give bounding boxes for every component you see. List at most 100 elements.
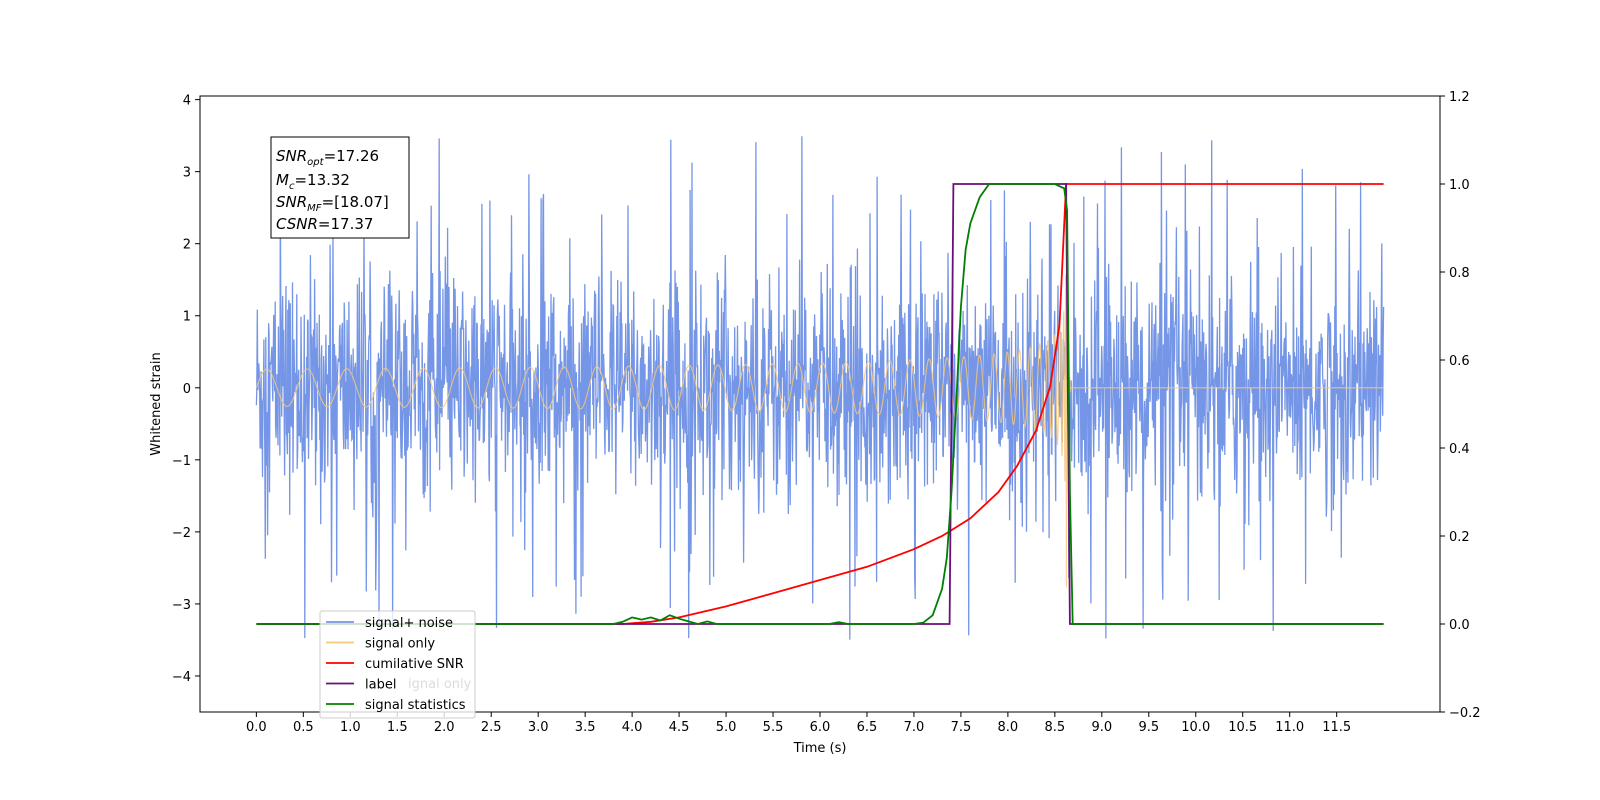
y-right-tick-label: 1.0 (1449, 178, 1470, 193)
legend-label: signal+ noise (365, 616, 453, 631)
x-tick: 8.5 (1045, 712, 1066, 735)
x-tick: 6.0 (810, 712, 831, 735)
x-tick-label: 6.5 (857, 720, 878, 735)
x-tick-label: 1.5 (387, 720, 408, 735)
x-tick: 9.5 (1138, 712, 1159, 735)
y-axis-right: −0.2 0.0 0.2 0.4 0.6 0.8 1.0 1.2 (1440, 90, 1481, 721)
y-axis-label: Whitened strain (149, 352, 164, 455)
legend-ghost-text: ignal only (408, 677, 472, 692)
legend-label: cumilative SNR (365, 657, 464, 672)
y-left-tick: 0 (183, 382, 200, 397)
y-right-tick: −0.2 (1440, 706, 1481, 721)
y-left-tick: 3 (183, 166, 200, 181)
y-left-tick-label: 0 (183, 382, 191, 397)
x-tick: 10.0 (1181, 712, 1210, 735)
y-left-tick-label: −3 (172, 598, 191, 613)
y-left-tick-label: −2 (172, 526, 191, 541)
y-right-tick: 0.2 (1440, 530, 1470, 545)
x-tick-label: 7.5 (951, 720, 972, 735)
x-tick: 3.5 (575, 712, 596, 735)
x-axis-label: Time (s) (793, 741, 847, 756)
x-tick: 0.5 (293, 712, 314, 735)
x-tick: 10.5 (1228, 712, 1257, 735)
annotation-box: SNRopt=17.26 Mc=13.32 SNRMF=[18.07] CSNR… (270, 136, 410, 239)
legend-item: cumilative SNR (326, 657, 464, 672)
series-signal-statistics (256, 183, 1384, 625)
y-right-tick-label: 0.4 (1449, 442, 1470, 457)
x-tick-label: 7.0 (904, 720, 925, 735)
x-tick-label: 11.0 (1275, 720, 1304, 735)
x-tick-label: 10.5 (1228, 720, 1257, 735)
y-right-tick: 0.6 (1440, 354, 1470, 369)
x-tick: 7.0 (904, 712, 925, 735)
y-right-tick-label: −0.2 (1449, 706, 1481, 721)
y-left-tick: −1 (172, 454, 200, 469)
y-right-tick: 0.8 (1440, 266, 1470, 281)
x-tick: 4.5 (669, 712, 690, 735)
x-tick-label: 11.5 (1322, 720, 1351, 735)
y-left-tick: 4 (183, 94, 200, 109)
x-tick-label: 5.0 (716, 720, 737, 735)
x-tick: 4.0 (622, 712, 643, 735)
y-left-tick-label: 1 (183, 310, 191, 325)
y-right-tick-label: 1.2 (1449, 90, 1470, 105)
y-right-tick: 1.0 (1440, 178, 1470, 193)
y-left-tick: −2 (172, 526, 200, 541)
x-tick: 2.5 (481, 712, 502, 735)
y-right-tick-label: 0.6 (1449, 354, 1470, 369)
legend-label: label (365, 678, 396, 693)
y-left-tick: −3 (172, 598, 200, 613)
x-tick: 11.0 (1275, 712, 1304, 735)
x-tick: 3.0 (528, 712, 549, 735)
x-tick: 7.5 (951, 712, 972, 735)
annotation-mc: Mc=13.32 (276, 171, 350, 192)
x-axis: 0.0 0.5 1.0 1.5 2.0 2.5 3.0 3.5 4.0 4.5 5.0 5.5 6.0 6… (246, 712, 1351, 735)
legend-item: label (326, 678, 396, 693)
x-tick-label: 3.5 (575, 720, 596, 735)
x-tick-label: 8.0 (998, 720, 1019, 735)
y-left-tick: −4 (172, 670, 200, 685)
x-tick-label: 9.5 (1138, 720, 1159, 735)
x-tick-label: 6.0 (810, 720, 831, 735)
x-tick-label: 8.5 (1045, 720, 1066, 735)
x-tick-label: 0.0 (246, 720, 267, 735)
y-left-tick-label: −4 (172, 670, 191, 685)
y-right-tick-label: 0.0 (1449, 618, 1470, 633)
x-tick: 9.0 (1091, 712, 1112, 735)
y-right-tick-label: 0.8 (1449, 266, 1470, 281)
legend-label: signal only (365, 637, 435, 652)
x-tick-label: 2.0 (434, 720, 455, 735)
x-tick-label: 4.0 (622, 720, 643, 735)
x-tick: 11.5 (1322, 712, 1351, 735)
annotation-snr-opt: SNRopt=17.26 (276, 147, 379, 168)
legend-item: signal only (326, 637, 435, 652)
annotation-snr-mf: SNRMF=[18.07] (276, 193, 389, 214)
y-axis-left: −4 −3 −2 −1 0 1 2 3 4 (172, 94, 200, 685)
y-left-tick-label: 3 (183, 166, 191, 181)
y-right-tick: 0.4 (1440, 442, 1470, 457)
x-tick: 8.0 (998, 712, 1019, 735)
y-left-tick: 1 (183, 310, 200, 325)
legend: ignal only signal+ noise signal only cumil… (319, 610, 476, 719)
x-tick-label: 3.0 (528, 720, 549, 735)
x-tick-label: 9.0 (1091, 720, 1112, 735)
y-left-tick: 2 (183, 238, 200, 253)
legend-label: signal statistics (365, 698, 466, 713)
x-tick: 6.5 (857, 712, 878, 735)
x-tick: 5.5 (763, 712, 783, 735)
legend-item: signal+ noise (326, 616, 453, 631)
y-left-tick-label: 2 (183, 238, 191, 253)
x-tick: 0.0 (246, 712, 267, 735)
y-left-tick-label: 4 (183, 94, 191, 109)
x-tick: 5.0 (716, 712, 737, 735)
y-right-tick: 0.0 (1440, 618, 1470, 633)
x-tick-label: 4.5 (669, 720, 690, 735)
x-tick-label: 2.5 (481, 720, 502, 735)
series-signal-noise (255, 136, 1385, 640)
y-right-tick: 1.2 (1440, 90, 1470, 105)
series-signal-only (255, 271, 1384, 588)
x-tick-label: 0.5 (293, 720, 314, 735)
y-right-tick-label: 0.2 (1449, 530, 1470, 545)
x-tick-label: 1.0 (340, 720, 361, 735)
